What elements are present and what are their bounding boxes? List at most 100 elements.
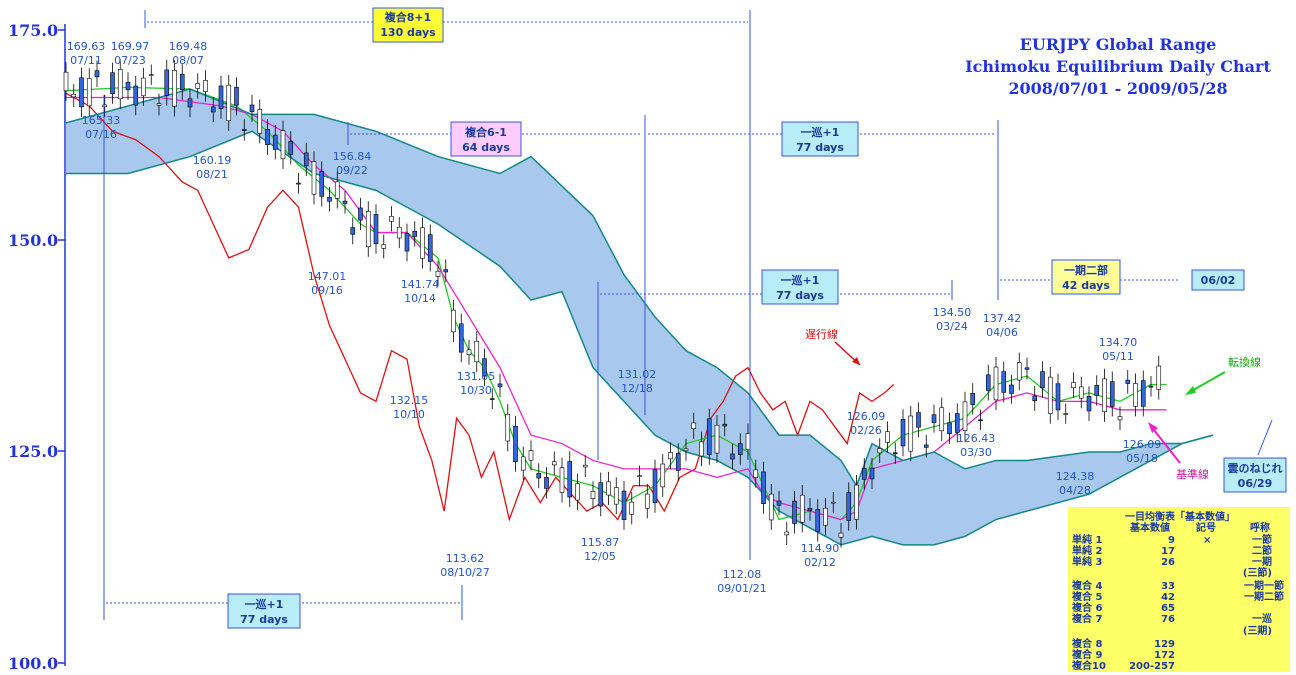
candle-body (234, 87, 239, 106)
svg-text:呼称: 呼称 (1250, 521, 1270, 534)
candle-body (629, 501, 635, 515)
candle-body (164, 69, 170, 96)
y-tick-100: 100.0 (8, 654, 65, 673)
svg-text:42: 42 (1161, 592, 1175, 603)
price-label-value: 134.50 (933, 306, 972, 319)
svg-text:複合 6: 複合 6 (1071, 601, 1102, 614)
price-label-date: 05/11 (1102, 350, 1134, 363)
candle-body (1133, 383, 1138, 407)
candle-body (482, 358, 487, 377)
candle-body (652, 469, 658, 503)
candle-body (815, 509, 821, 532)
candle-body (567, 461, 573, 498)
price-label-date: 07/16 (85, 128, 117, 141)
candle-body (962, 401, 968, 431)
price-label-date: 07/23 (114, 54, 146, 67)
box-days: 06/29 (1238, 477, 1273, 490)
candle-body (474, 340, 480, 363)
candle-body (668, 452, 673, 460)
svg-text:一期二節: 一期二節 (1244, 590, 1284, 603)
candle-body (265, 129, 270, 146)
candle-body (513, 425, 518, 462)
price-label-value: 131.02 (618, 368, 657, 381)
candle-body (954, 413, 960, 433)
candle-body (505, 413, 511, 442)
series-line-3 (65, 88, 1214, 488)
svg-text:単純 3: 単純 3 (1072, 555, 1102, 568)
box-label: 一巡+1 (801, 125, 840, 139)
box-label: 一期二部 (1064, 263, 1108, 277)
candle-body (404, 233, 410, 252)
box-days: 77 days (240, 613, 288, 626)
svg-text:65: 65 (1161, 603, 1175, 614)
series-line-0 (65, 92, 895, 522)
candle-body (172, 70, 177, 107)
candle-body (396, 226, 402, 239)
candle-body (94, 70, 100, 78)
box-ichijun-3: 一巡+1 77 days (227, 593, 301, 629)
candle-body (1024, 367, 1030, 370)
candle-body (644, 493, 650, 509)
price-label-value: 112.08 (723, 568, 762, 581)
candle-body (1040, 371, 1045, 388)
svg-text:172: 172 (1154, 650, 1175, 661)
price-label-value: 169.97 (111, 40, 150, 53)
price-label-value: 126.09 (847, 410, 886, 423)
candle-body (745, 433, 751, 451)
candle-body (86, 78, 92, 107)
svg-text:複合 4: 複合 4 (1071, 579, 1102, 592)
box-days: 77 days (796, 141, 844, 154)
candles (63, 59, 1162, 548)
candle-body (1001, 371, 1007, 393)
box-ikki-nibu: 一期二部 42 days (1051, 259, 1121, 295)
box-label: 06/02 (1201, 274, 1236, 287)
chart-title-1: EURJPY Global Range (1020, 35, 1217, 54)
candle-body (923, 444, 929, 448)
candle-body (776, 500, 782, 506)
price-label-date: 10/14 (404, 292, 436, 305)
kumo-cloud (66, 89, 1213, 545)
candle-body (373, 214, 379, 244)
candle-body (125, 82, 131, 91)
price-label-value: 147.01 (308, 270, 347, 283)
chikou-label: 遅行線 (805, 327, 838, 341)
candle-body (102, 104, 108, 108)
candle-body (241, 129, 247, 131)
svg-text:200-257: 200-257 (1129, 661, 1175, 672)
candle-body (110, 72, 115, 94)
candle-body (838, 532, 844, 538)
candle-body (799, 494, 805, 523)
candle-body (575, 483, 580, 501)
svg-text:26: 26 (1161, 557, 1175, 568)
candle-body (133, 85, 139, 106)
candle-body (1047, 376, 1053, 414)
price-label-value: 113.62 (446, 552, 485, 565)
price-label-date: 08/07 (172, 54, 204, 67)
candle-body (900, 419, 906, 447)
box-days: 42 days (1062, 279, 1110, 292)
candle-body (350, 227, 356, 235)
price-label-date: 07/11 (70, 54, 102, 67)
candle-body (598, 482, 604, 507)
price-label-date: 08/10/27 (440, 566, 489, 579)
candle-body (427, 234, 433, 262)
candle-body (1148, 385, 1154, 388)
svg-text:×: × (1203, 535, 1211, 546)
box-label: 複合8+1 (384, 10, 432, 24)
candle-body (342, 200, 348, 204)
candle-body (807, 507, 813, 511)
y-tick-175: 175.0 (8, 21, 65, 40)
svg-text:一目均衡表「基本数値」: 一目均衡表「基本数値」 (1125, 510, 1235, 523)
candle-body (458, 323, 464, 353)
svg-text:複合 9: 複合 9 (1071, 648, 1102, 661)
candle-body (854, 484, 859, 520)
candle-body (280, 130, 286, 160)
candle-body (187, 98, 193, 108)
y-tick-label-150: 150.0 (8, 231, 58, 250)
y-tick-label-125: 125.0 (8, 442, 58, 461)
price-label-date: 12/18 (621, 382, 653, 395)
candle-body (551, 461, 557, 466)
price-label-date: 03/24 (936, 320, 968, 333)
price-label-value: 156.84 (333, 150, 372, 163)
